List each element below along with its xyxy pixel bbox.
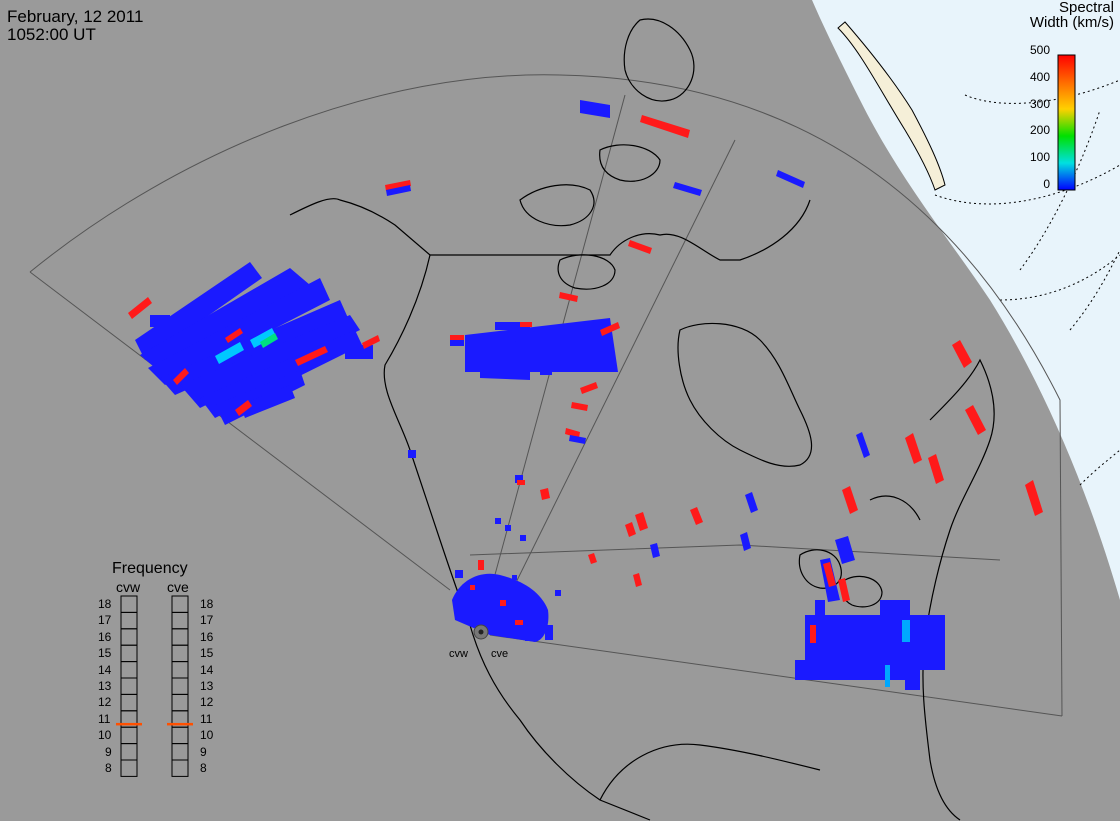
frequency-gauge-cell bbox=[120, 726, 138, 745]
frequency-scale-label: 15 bbox=[98, 646, 112, 661]
frequency-gauge-cell bbox=[171, 661, 189, 679]
frequency-gauges bbox=[116, 595, 193, 777]
frequency-gauge-cell bbox=[120, 677, 138, 695]
scatter-east bbox=[408, 340, 1043, 587]
frequency-scale-label: 13 bbox=[98, 679, 112, 693]
colorbar-tick-label: 300 bbox=[1029, 96, 1050, 111]
scatter-cluster-central bbox=[450, 318, 620, 394]
frequency-gauge-cell bbox=[171, 595, 189, 613]
spectral-width-colorbar bbox=[1057, 54, 1076, 191]
frequency-scale-label: 18 bbox=[200, 597, 214, 611]
frequency-scale-label: 16 bbox=[98, 629, 112, 644]
time-label: 1052:00 UT bbox=[7, 25, 96, 44]
date-label: February, 12 2011 bbox=[7, 7, 144, 26]
frequency-scale-label: 12 bbox=[98, 695, 112, 710]
frequency-scale-label: 13 bbox=[200, 679, 214, 693]
frequency-title: Frequency bbox=[112, 560, 188, 577]
greenland-coast bbox=[837, 21, 946, 191]
scatter-north bbox=[385, 100, 805, 444]
frequency-scale-label: 12 bbox=[200, 695, 214, 710]
frequency-scale-label: 14 bbox=[98, 662, 112, 677]
frequency-gauge-cell bbox=[171, 726, 189, 745]
frequency-scale-label: 9 bbox=[200, 744, 207, 759]
frequency-gauge-cell bbox=[171, 759, 189, 777]
frequency-scale-label: 11 bbox=[98, 711, 111, 726]
frequency-gauge-cell bbox=[171, 644, 189, 663]
frequency-marker bbox=[167, 722, 193, 726]
frequency-scale-label: 9 bbox=[105, 744, 112, 759]
radar-site-label-cvw: cvw bbox=[449, 648, 468, 660]
colorbar-title: Spectral Width (km/s) bbox=[1000, 0, 1114, 30]
frequency-gauge-cell bbox=[120, 759, 138, 777]
frequency-scale-label: 10 bbox=[200, 728, 214, 743]
frequency-gauge-cell bbox=[120, 693, 138, 712]
scatter-cluster-west bbox=[128, 262, 380, 425]
frequency-gauge-cell bbox=[120, 644, 138, 663]
coastline bbox=[289, 18, 995, 821]
colorbar-title-line1: Spectral bbox=[1058, 0, 1114, 16]
frequency-scale-label: 18 bbox=[98, 597, 112, 611]
frequency-scale-label: 14 bbox=[200, 662, 214, 677]
daylight-region bbox=[812, 0, 1120, 600]
frequency-gauge-cell bbox=[120, 595, 138, 613]
frequency-scale-label: 16 bbox=[200, 629, 214, 644]
frequency-scale-label: 8 bbox=[105, 761, 112, 775]
frequency-scale-label: 10 bbox=[98, 728, 112, 743]
frequency-gauge-cell bbox=[171, 743, 189, 761]
frequency-gauge-cell bbox=[120, 611, 138, 630]
scatter-cluster-east bbox=[795, 536, 945, 690]
frequency-radar-label-cvw: cvw bbox=[116, 579, 141, 595]
frequency-scale-label: 15 bbox=[200, 646, 214, 661]
colorbar-title-line2: Width (km/s) bbox=[1029, 14, 1114, 31]
frequency-gauge-cell bbox=[120, 628, 138, 646]
frequency-marker bbox=[116, 722, 142, 726]
frequency-scale-label: 11 bbox=[200, 711, 213, 726]
colorbar-tick-label: 100 bbox=[1029, 150, 1050, 165]
colorbar-tick-label: 200 bbox=[1029, 123, 1050, 138]
frequency-gauge-cell bbox=[171, 677, 189, 695]
frequency-gauge-cell bbox=[120, 743, 138, 761]
grid-dotted bbox=[934, 79, 1120, 486]
frequency-gauge-cell bbox=[171, 693, 189, 712]
radar-site-label-cve: cve bbox=[491, 648, 509, 660]
colorbar-tick-label: 0 bbox=[1043, 177, 1050, 191]
frequency-scale-label: 17 bbox=[200, 613, 214, 628]
frequency-scale-label: 8 bbox=[200, 761, 207, 775]
colorbar-tick-label: 500 bbox=[1029, 43, 1050, 57]
frequency-gauge-cell bbox=[171, 611, 189, 630]
frequency-scale-label: 17 bbox=[98, 613, 112, 628]
scatter-cluster-sites bbox=[452, 560, 561, 642]
frequency-gauge-cell bbox=[171, 628, 189, 646]
frequency-gauge-cell bbox=[120, 661, 138, 679]
colorbar-tick-label: 400 bbox=[1029, 69, 1050, 84]
frequency-radar-label-cve: cve bbox=[167, 579, 189, 595]
